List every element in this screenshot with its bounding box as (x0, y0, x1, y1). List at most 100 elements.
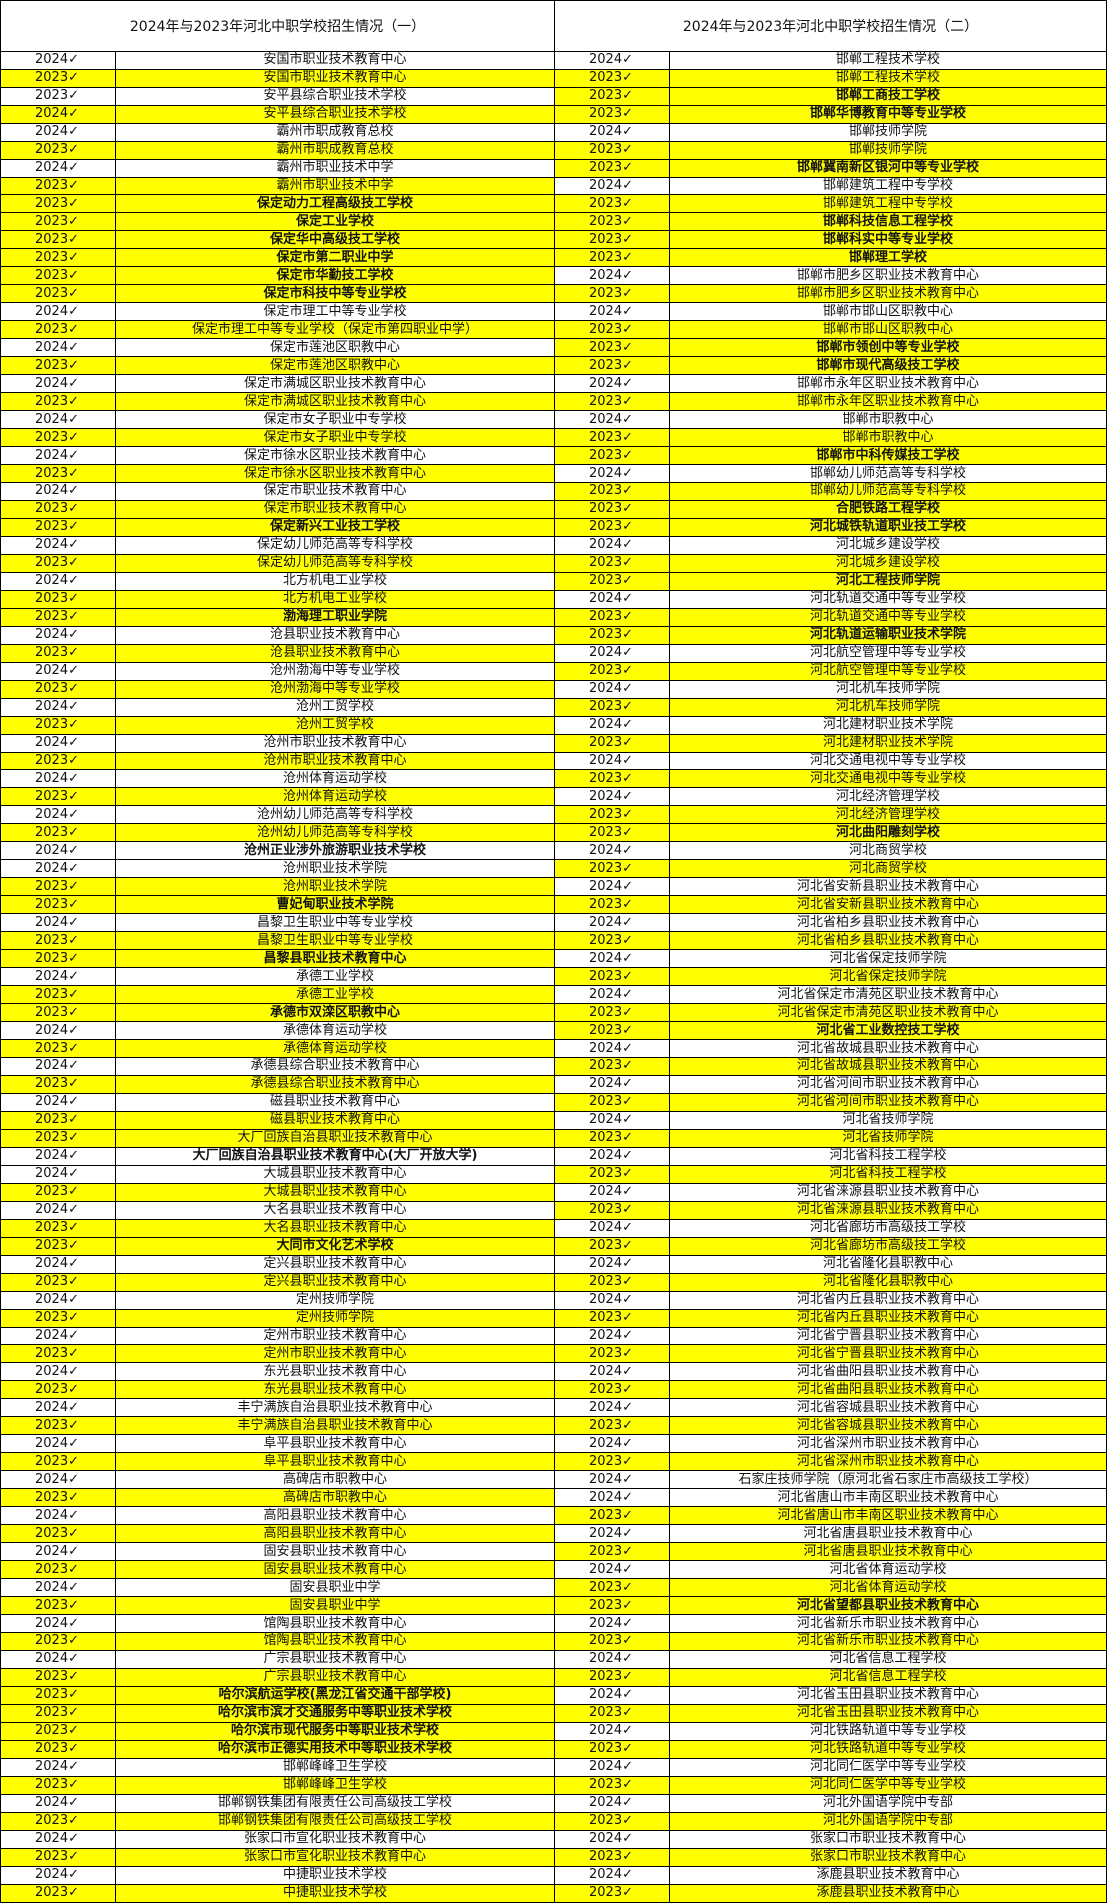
right-year-cell: 2024✓ (554, 841, 671, 861)
right-year-cell: 2024✓ (554, 589, 671, 609)
right-year-cell: 2023✓ (554, 212, 671, 232)
left-year-cell: 2024✓ (0, 1021, 116, 1041)
left-school-name-cell: 沧州市职业技术教育中心 (114, 733, 556, 753)
right-school-name-cell: 河北省科技工程学校 (669, 1164, 1107, 1184)
left-school-name-cell: 东光县职业技术教育中心 (114, 1380, 556, 1400)
right-year-cell: 2023✓ (554, 1506, 671, 1526)
table-row: 2023✓ 渤海理工职业学院 2023✓ 河北轨道交通中等专业学校 (0, 607, 1107, 627)
left-year-cell: 2023✓ (0, 1739, 116, 1759)
table-row: 2023✓ 丰宁满族自治县职业技术教育中心 2023✓ 河北省容城县职业技术教育中心 (0, 1416, 1107, 1436)
sheet-title-part-two: 2024年与2023年河北中职学校招生情况（二） (554, 0, 1107, 52)
table-row: 2024✓ 保定市女子职业中专学校 2024✓ 邯郸市职教中心 (0, 410, 1107, 430)
left-school-name-cell: 定州市职业技术教育中心 (114, 1326, 556, 1346)
left-school-name-cell: 曹妃甸职业技术学院 (114, 895, 556, 915)
table-row: 2024✓ 阜平县职业技术教育中心 2024✓ 河北省深州市职业技术教育中心 (0, 1434, 1107, 1454)
table-row: 2023✓ 承德体育运动学校 2024✓ 河北省故城县职业技术教育中心 (0, 1039, 1107, 1058)
right-year-cell: 2023✓ (554, 428, 671, 448)
left-school-name-cell: 保定市女子职业中专学校 (114, 428, 556, 448)
left-year-cell: 2023✓ (0, 517, 116, 537)
left-school-name-cell: 馆陶县职业技术教育中心 (114, 1614, 556, 1633)
right-school-name-cell: 邯郸市职教中心 (669, 410, 1107, 430)
table-row: 2023✓ 沧州渤海中等专业学校 2024✓ 河北机车技师学院 (0, 679, 1107, 699)
left-year-cell: 2023✓ (0, 1110, 116, 1130)
table-row: 2023✓ 沧县职业技术教育中心 2024✓ 河北航空管理中等专业学校 (0, 643, 1107, 663)
right-school-name-cell: 河北省唐县职业技术教育中心 (669, 1542, 1107, 1562)
right-school-name-cell: 河北省河间市职业技术教育中心 (669, 1074, 1107, 1094)
right-year-cell: 2023✓ (554, 571, 671, 591)
left-school-name-cell: 安平县综合职业技术学校 (114, 86, 556, 106)
table-row: 2023✓ 保定新兴工业技工学校 2023✓ 河北城铁轨道职业技工学校 (0, 517, 1107, 537)
left-year-cell: 2023✓ (0, 1883, 116, 1904)
table-row: 2023✓ 高阳县职业技术教育中心 2024✓ 河北省唐县职业技术教育中心 (0, 1524, 1107, 1544)
table-row: 2024✓ 固安县职业技术教育中心 2023✓ 河北省唐县职业技术教育中心 (0, 1542, 1107, 1562)
table-row: 2024✓ 霸州市职成教育总校 2024✓ 邯郸技师学院 (0, 122, 1107, 142)
right-year-cell: 2023✓ (554, 1775, 671, 1795)
right-year-cell: 2024✓ (554, 1685, 671, 1705)
left-school-name-cell: 沧县职业技术教育中心 (114, 643, 556, 663)
right-school-name-cell: 河北省柏乡县职业技术教育中心 (669, 913, 1107, 933)
right-school-name-cell: 邯郸市邯山区职教中心 (669, 320, 1107, 340)
table-row: 2023✓ 昌黎县职业技术教育中心 2024✓ 河北省保定技师学院 (0, 949, 1107, 969)
right-school-name-cell: 邯郸市永年区职业技术教育中心 (669, 374, 1107, 394)
table-row: 2023✓ 北方机电工业学校 2024✓ 河北轨道交通中等专业学校 (0, 589, 1107, 609)
right-year-cell: 2024✓ (554, 1865, 671, 1885)
left-year-cell: 2023✓ (0, 679, 116, 699)
table-row: 2024✓ 定州市职业技术教育中心 2024✓ 河北省宁晋县职业技术教育中心 (0, 1326, 1107, 1346)
left-school-name-cell: 渤海理工职业学院 (114, 607, 556, 627)
table-row: 2024✓ 沧州工贸学校 2023✓ 河北机车技师学院 (0, 697, 1107, 717)
right-school-name-cell: 河北省体育运动学校 (669, 1560, 1107, 1580)
left-year-cell: 2023✓ (0, 1003, 116, 1023)
left-year-cell: 2024✓ (0, 122, 116, 142)
left-school-name-cell: 磁县职业技术教育中心 (114, 1092, 556, 1112)
table-row: 2024✓ 中捷职业技术学校 2024✓ 涿鹿县职业技术教育中心 (0, 1865, 1107, 1885)
table-row: 2024✓ 固安县职业中学 2023✓ 河北省体育运动学校 (0, 1578, 1107, 1598)
table-row: 2023✓ 沧州市职业技术教育中心 2024✓ 河北交通电视中等专业学校 (0, 751, 1107, 771)
left-school-name-cell: 定州技师学院 (114, 1308, 556, 1328)
right-year-cell: 2023✓ (554, 1021, 671, 1041)
table-row: 2023✓ 保定市职业技术教育中心 2023✓ 合肥铁路工程学校 (0, 499, 1107, 519)
right-year-cell: 2024✓ (554, 1649, 671, 1669)
right-year-cell: 2024✓ (554, 877, 671, 897)
left-school-name-cell: 固安县职业技术教育中心 (114, 1542, 556, 1562)
right-school-name-cell: 河北省体育运动学校 (669, 1578, 1107, 1598)
right-school-name-cell: 邯郸建筑工程中专学校 (669, 176, 1107, 196)
left-school-name-cell: 沧州正业涉外旅游职业技术学校 (114, 841, 556, 861)
right-school-name-cell: 河北同仁医学中等专业学校 (669, 1775, 1107, 1795)
right-school-name-cell: 河北城铁轨道职业技工学校 (669, 517, 1107, 537)
left-school-name-cell: 沧州渤海中等专业学校 (114, 661, 556, 681)
left-year-cell: 2024✓ (0, 1793, 116, 1813)
right-school-name-cell: 邯郸技师学院 (669, 122, 1107, 142)
left-year-cell: 2024✓ (0, 446, 116, 466)
left-school-name-cell: 沧州工贸学校 (114, 697, 556, 717)
left-year-cell: 2023✓ (0, 392, 116, 412)
left-year-cell: 2023✓ (0, 1775, 116, 1795)
right-year-cell: 2024✓ (554, 1362, 671, 1382)
right-year-cell: 2023✓ (554, 1056, 671, 1076)
left-year-cell: 2024✓ (0, 859, 116, 879)
left-year-cell: 2023✓ (0, 230, 116, 250)
table-row: 2024✓ 馆陶县职业技术教育中心 2024✓ 河北省新乐市职业技术教育中心 (0, 1614, 1107, 1633)
right-school-name-cell: 河北轨道运输职业技术学院 (669, 625, 1107, 645)
table-row: 2024✓ 安国市职业技术教育中心 2024✓ 邯郸工程技术学校 (0, 50, 1107, 70)
right-school-name-cell: 河北经济管理学校 (669, 805, 1107, 825)
table-row: 2023✓ 保定市满城区职业技术教育中心 2023✓ 邯郸市永年区职业技术教育中心 (0, 392, 1107, 412)
right-year-cell: 2024✓ (554, 1146, 671, 1166)
right-year-cell: 2024✓ (554, 1290, 671, 1310)
right-year-cell: 2023✓ (554, 1092, 671, 1112)
table-row: 2023✓ 保定市莲池区职教中心 2023✓ 邯郸市现代高级技工学校 (0, 356, 1107, 376)
left-school-name-cell: 保定市徐水区职业技术教育中心 (114, 446, 556, 466)
right-school-name-cell: 邯郸技师学院 (669, 140, 1107, 160)
right-school-name-cell: 邯郸市永年区职业技术教育中心 (669, 392, 1107, 412)
left-school-name-cell: 霸州市职成教育总校 (114, 122, 556, 142)
left-year-cell: 2023✓ (0, 1218, 116, 1238)
right-school-name-cell: 涿鹿县职业技术教育中心 (669, 1883, 1107, 1904)
right-year-cell: 2024✓ (554, 1524, 671, 1544)
right-school-name-cell: 河北省宁晋县职业技术教育中心 (669, 1344, 1107, 1364)
left-year-cell: 2023✓ (0, 643, 116, 663)
table-row: 2024✓ 大厂回族自治县职业技术教育中心(大厂开放大学) 2024✓ 河北省科技工程… (0, 1146, 1107, 1166)
left-year-cell: 2023✓ (0, 248, 116, 268)
right-year-cell: 2023✓ (554, 1380, 671, 1400)
left-year-cell: 2024✓ (0, 625, 116, 645)
right-school-name-cell: 河北省柏乡县职业技术教育中心 (669, 931, 1107, 951)
